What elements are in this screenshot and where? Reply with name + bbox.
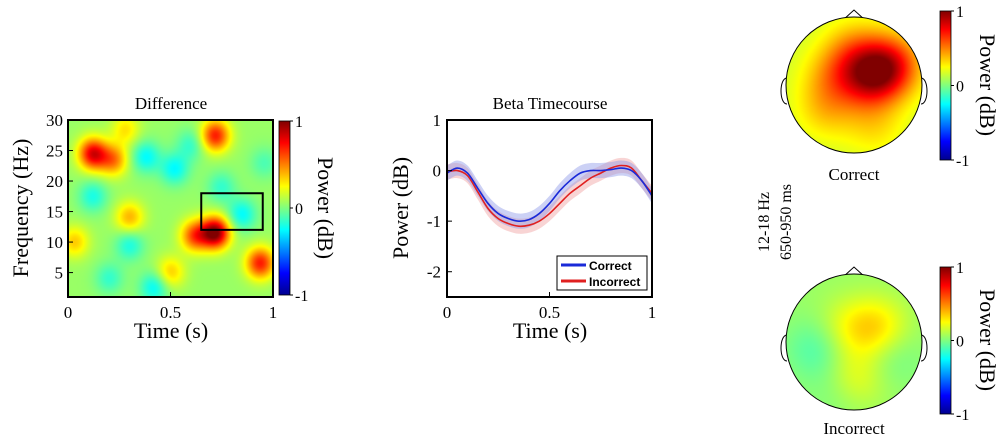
topo-incorrect-map (786, 274, 922, 410)
topo-incorrect-colorbar-tick-label: -1 (956, 407, 969, 424)
difference-colorbar-tick-label: -1 (295, 288, 308, 305)
annotation-freq-range: 12-18 Hz (756, 192, 773, 252)
timecourse-title: Beta Timecourse (493, 94, 608, 113)
legend-incorrect-label: Incorrect (589, 275, 640, 289)
topo-correct-colorbar-tick-label: -1 (956, 153, 969, 170)
difference-colorbar-tick-label: 1 (295, 114, 303, 131)
difference-xlabel: Time (s) (134, 318, 208, 343)
correct-error-band (447, 160, 652, 229)
difference-xtick-label: 1 (269, 303, 278, 322)
difference-heatmap (68, 120, 273, 297)
timecourse-ytick-label: -1 (427, 212, 441, 231)
topo-incorrect-right-ear (920, 334, 928, 362)
difference-xtick-label: 0 (64, 303, 73, 322)
correct-series-line (446, 167, 653, 222)
topo-correct-right-ear (920, 77, 928, 105)
incorrect-error-band (447, 157, 652, 234)
timecourse-ytick-label: 1 (433, 111, 442, 130)
timecourse-xtick-label: 0 (443, 303, 452, 322)
roi-box (200, 192, 264, 231)
timecourse-ytick-label: 0 (433, 162, 442, 181)
difference-ytick-label: 20 (46, 172, 63, 191)
difference-colorbar-label: Power (dB) (313, 157, 338, 259)
topo-incorrect-panel: Incorrect 1 0 -1 Power (dB) (780, 260, 1000, 438)
topo-incorrect-colorbar-label: Power (dB) (975, 289, 1000, 391)
difference-colorbar-tick-label: 0 (295, 201, 303, 218)
difference-title: Difference (135, 94, 207, 113)
topo-correct-map (786, 17, 922, 153)
topo-incorrect-colorbar (939, 266, 952, 415)
timecourse-xlabel: Time (s) (513, 318, 587, 343)
topo-correct-title: Correct (829, 165, 880, 184)
topo-correct-left-ear (780, 77, 788, 105)
topo-incorrect-colorbar-tick-label: 0 (956, 334, 964, 351)
roi-annotation: 12-18 Hz 650-950 ms (756, 184, 795, 260)
difference-ytick-label: 5 (55, 264, 64, 283)
topo-correct-colorbar-label: Power (dB) (975, 34, 1000, 136)
difference-ylabel: Frequency (Hz) (8, 139, 33, 278)
legend-correct-label: Correct (589, 259, 632, 273)
topo-correct-colorbar (939, 10, 952, 161)
topo-incorrect-left-ear (780, 334, 788, 362)
timecourse-xtick-label: 0.5 (539, 303, 560, 322)
incorrect-series-line (446, 164, 653, 228)
annotation-time-range: 650-950 ms (778, 184, 795, 260)
timecourse-xtick-label: 1 (648, 303, 657, 322)
timecourse-ylabel: Power (dB) (388, 157, 413, 259)
timecourse-legend: Correct Incorrect (556, 255, 648, 291)
timecourse-panel: Beta Timecourse 0 0.5 1 1 0 -1 -2 Time (s) Pow… (388, 94, 656, 343)
difference-ytick-label: 25 (46, 142, 63, 161)
topo-correct-panel: Correct 1 0 -1 Power (dB) (780, 4, 1000, 184)
topo-incorrect-title: Incorrect (823, 419, 885, 438)
timecourse-ytick-label: -2 (427, 263, 441, 282)
topo-incorrect-head (785, 273, 923, 411)
topo-correct-colorbar-tick-label: 1 (956, 4, 964, 21)
difference-colorbar (278, 120, 291, 296)
topo-incorrect-colorbar-tick-label: 1 (956, 260, 964, 277)
difference-ytick-label: 10 (46, 233, 63, 252)
difference-xtick-label: 0.5 (160, 303, 181, 322)
difference-ytick-label: 15 (46, 203, 63, 222)
difference-ytick-label: 30 (46, 111, 63, 130)
topo-correct-head (785, 16, 923, 154)
topo-correct-colorbar-tick-label: 0 (956, 79, 964, 96)
